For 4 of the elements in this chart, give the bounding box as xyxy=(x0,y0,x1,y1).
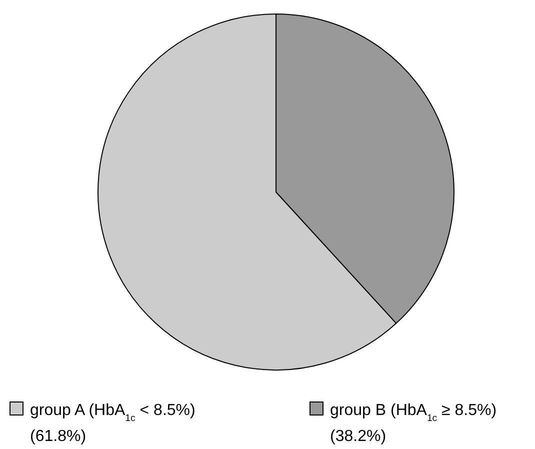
legend-label: group B (HbA$_{1c}$ ≥ 8.5%) xyxy=(330,402,497,424)
data-label: (38.2%) xyxy=(330,428,386,445)
legend-label: group A (HbA$_{1c}$ < 8.5%) xyxy=(30,402,196,424)
data-label: (61.8%) xyxy=(30,428,86,445)
